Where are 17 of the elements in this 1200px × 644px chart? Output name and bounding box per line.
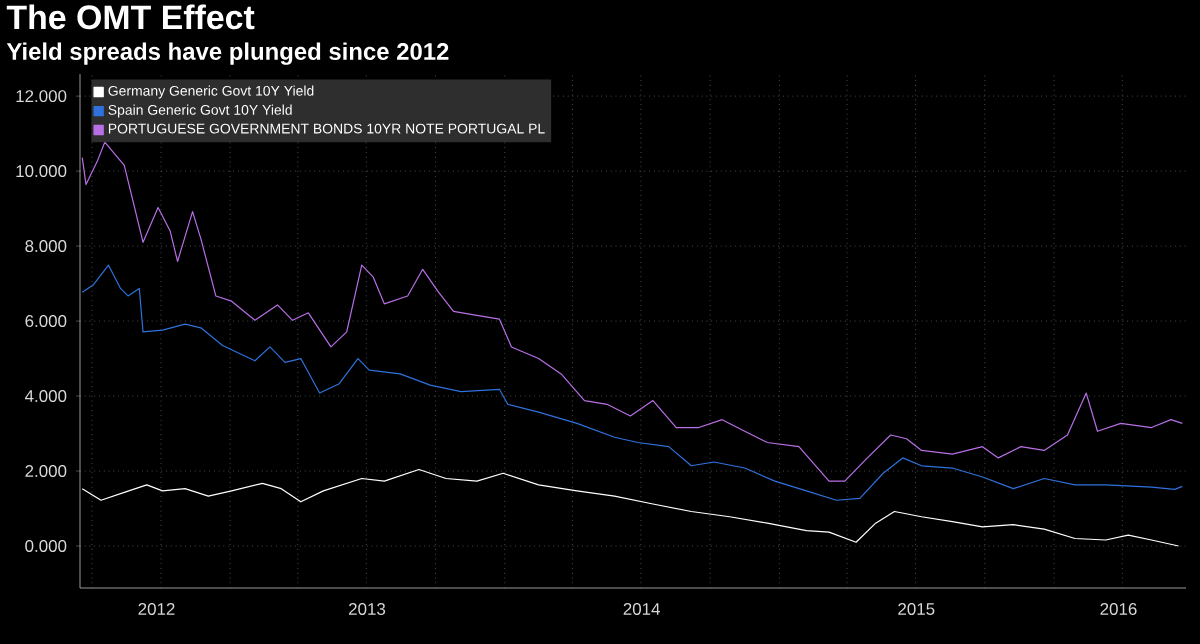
chart-subtitle: Yield spreads have plunged since 2012 (6, 42, 449, 65)
x-tick-label: 2016 (1100, 603, 1137, 615)
x-tick-label: 2013 (349, 603, 386, 615)
y-tick-label: 4.000 (24, 390, 67, 403)
y-tick-label: 0.000 (25, 540, 67, 552)
y-tick-label: 10.000 (16, 165, 67, 178)
y-tick-label: 2.000 (25, 465, 67, 478)
y-tick-label: 8.000 (25, 240, 67, 253)
y-tick-label: 6.000 (25, 315, 67, 328)
line-series (81, 141, 1183, 482)
x-tick-label: 2012 (138, 603, 175, 615)
y-tick-label: 12.000 (16, 90, 67, 103)
line-series (81, 264, 1183, 501)
line-series (81, 468, 1180, 547)
chart-title: The OMT Effect (6, 4, 255, 30)
x-tick-label: 2015 (898, 603, 935, 615)
x-tick-label: 2014 (623, 603, 660, 615)
